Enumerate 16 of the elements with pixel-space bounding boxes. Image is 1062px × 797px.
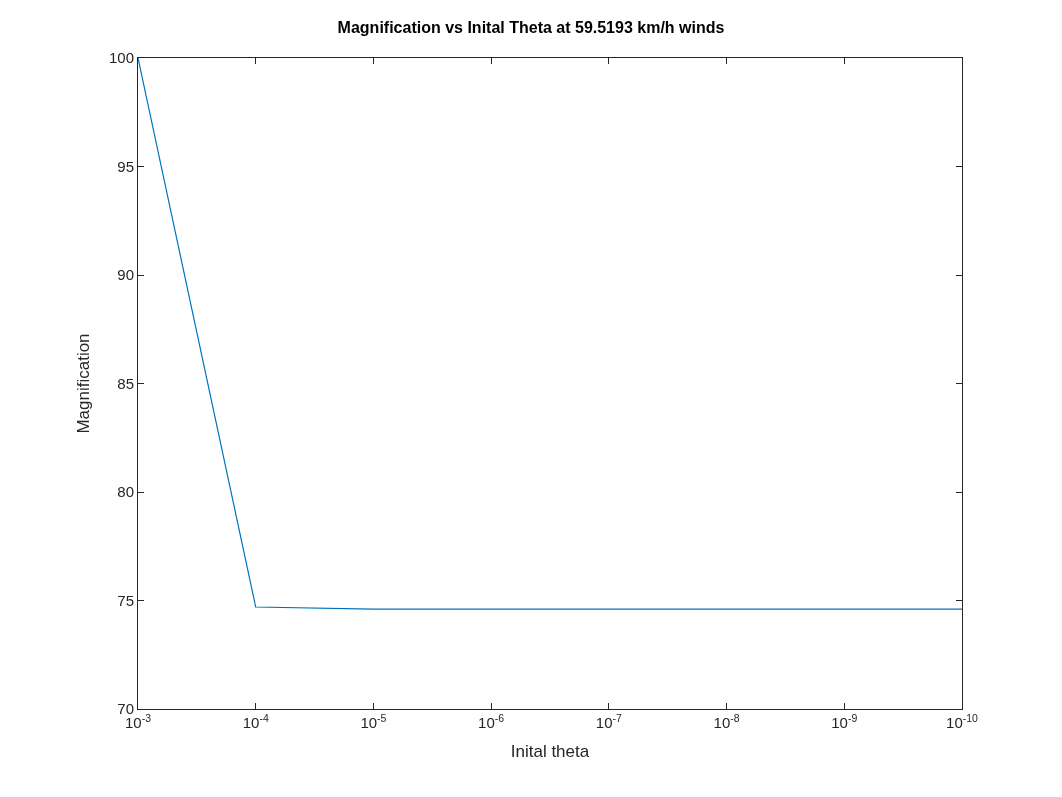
- x-axis-title: Inital theta: [510, 742, 590, 762]
- y-tick-label: 100: [108, 49, 134, 67]
- x-tick-label: 10$^{-4}$: [242, 711, 269, 731]
- x-tick-label: 10$^{-6}$: [478, 711, 505, 731]
- y-tick-label: 80: [117, 483, 134, 501]
- y-tick-label: 85: [117, 374, 134, 392]
- chart-title: Magnification vs Inital Theta at 59.5193 km/h winds: [337, 19, 725, 37]
- x-tick-label: 10$^{-7}$: [595, 711, 623, 731]
- x-tick-label: 10$^{-10}$: [946, 711, 979, 731]
- y-tick-label: 95: [117, 157, 134, 175]
- y-axis-title: Magnification: [73, 333, 93, 434]
- y-tick-label: 75: [117, 591, 134, 609]
- x-tick-label: 10$^{-5}$: [360, 711, 387, 731]
- y-tick-label: 90: [117, 266, 134, 284]
- x-tick-label: 10$^{-9}$: [831, 711, 858, 731]
- x-tick-label: 10$^{-8}$: [713, 711, 740, 731]
